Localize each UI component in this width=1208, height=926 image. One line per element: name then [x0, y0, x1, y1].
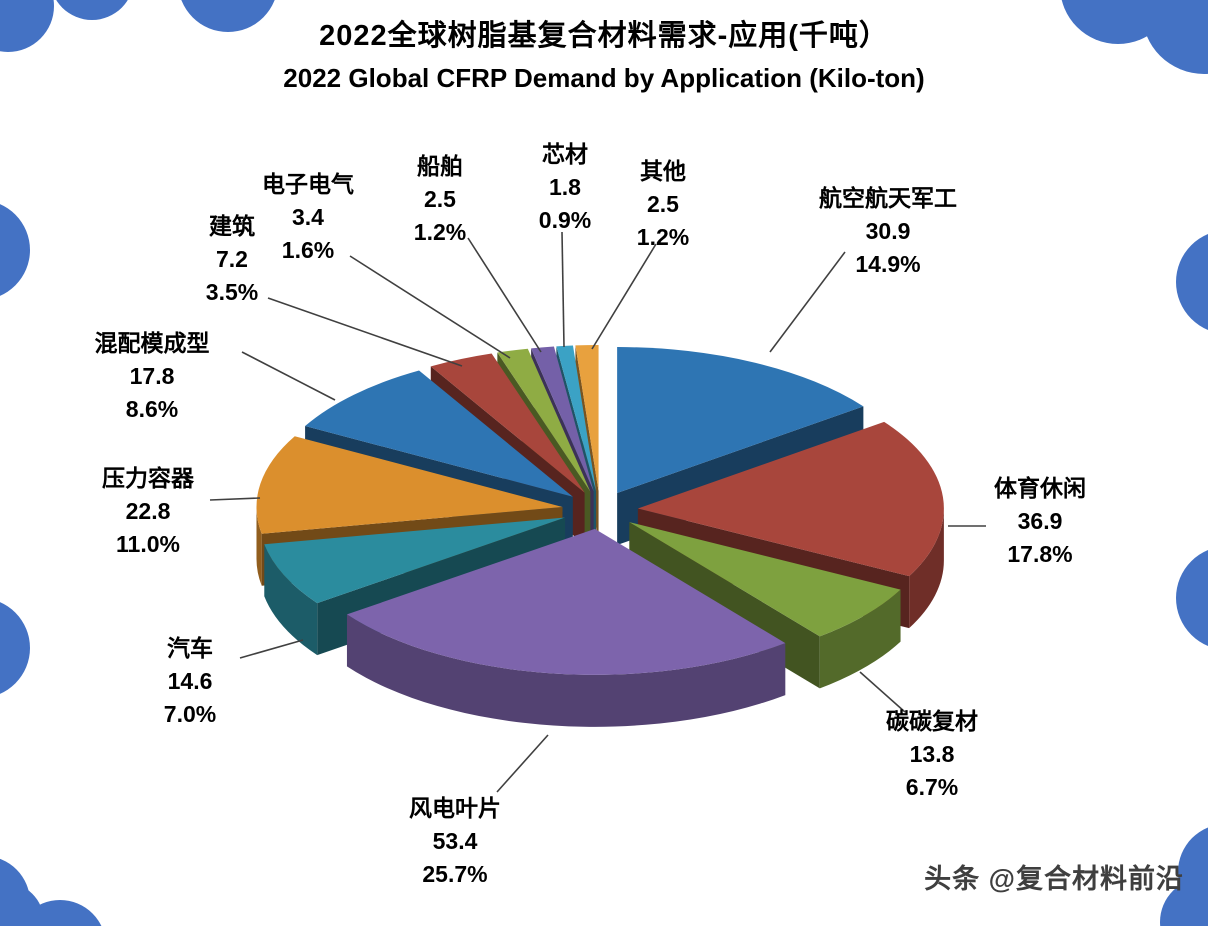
- slice-percent: 17.8%: [1007, 541, 1073, 567]
- slice-value: 36.9: [1017, 508, 1063, 534]
- slice-value: 22.8: [125, 498, 171, 524]
- slice-label-7: 混配模成型 17.8 8.6%: [57, 327, 247, 426]
- slice-percent: 1.2%: [413, 219, 467, 245]
- slice-top: [575, 345, 599, 492]
- slice-label-5: 汽车 14.6 7.0%: [95, 632, 285, 731]
- slice-top: [346, 528, 786, 675]
- slice-name: 风电叶片: [409, 795, 501, 821]
- leader-line: [496, 734, 549, 793]
- slice-name: 混配模成型: [94, 330, 210, 356]
- slice-top: [430, 353, 585, 493]
- slice-percent: 6.7%: [905, 774, 959, 800]
- slice-wall: [819, 589, 901, 689]
- slice-name: 芯材: [542, 141, 588, 167]
- slice-percent: 11.0%: [116, 531, 180, 557]
- slice-top: [256, 436, 563, 534]
- leader-line: [591, 243, 657, 350]
- slice-top: [629, 522, 901, 637]
- slice-label-3: 碳碳复材 13.8 6.7%: [837, 705, 1027, 804]
- slice-percent: 1.6%: [281, 237, 335, 263]
- slice-value: 17.8: [129, 363, 175, 389]
- slice-name: 压力容器: [102, 465, 194, 491]
- slice-top: [531, 346, 594, 492]
- slice-label-2: 体育休闲 36.9 17.8%: [945, 472, 1135, 571]
- slice-name: 汽车: [167, 635, 213, 661]
- slice-top: [617, 347, 864, 494]
- slice-value: 30.9: [865, 218, 911, 244]
- slice-label-8: 建筑 7.2 3.5%: [137, 210, 327, 309]
- slice-name: 其他: [640, 158, 686, 184]
- slice-value: 14.6: [167, 668, 213, 694]
- leader-line: [241, 351, 336, 401]
- slice-name: 建筑: [209, 213, 255, 239]
- leader-line: [467, 237, 542, 353]
- slice-value: 2.5: [647, 191, 679, 217]
- slice-label-1: 航空航天军工 30.9 14.9%: [793, 182, 983, 281]
- slice-wall: [346, 614, 786, 727]
- slice-label-4: 风电叶片 53.4 25.7%: [360, 792, 550, 891]
- slice-name: 电子电气: [262, 171, 354, 197]
- chart-title-en: 2022 Global CFRP Demand by Application (…: [283, 63, 925, 93]
- slice-label-10: 船舶 2.5 1.2%: [345, 150, 535, 249]
- watermark: 头条 @复合材料前沿: [924, 864, 1184, 894]
- slice-label-9: 电子电气 3.4 1.6%: [213, 168, 403, 267]
- slice-percent: 14.9%: [855, 251, 921, 277]
- slice-top: [305, 370, 573, 497]
- leader-line: [769, 251, 846, 353]
- leader-line: [859, 671, 906, 713]
- slice-value: 7.2: [216, 246, 248, 272]
- slice-value: 3.4: [292, 204, 324, 230]
- slice-percent: 1.2%: [636, 224, 690, 250]
- slice-wall: [264, 544, 318, 656]
- slice-label-6: 压力容器 22.8 11.0%: [53, 462, 243, 561]
- slice-value: 53.4: [432, 828, 478, 854]
- slice-percent: 8.6%: [125, 396, 179, 422]
- pie-slice[interactable]: [346, 528, 786, 727]
- chart-title-cn: 2022全球树脂基复合材料需求-应用(千吨）: [319, 20, 889, 52]
- slice-percent: 7.0%: [163, 701, 217, 727]
- slice-top: [264, 517, 566, 604]
- slice-top: [637, 421, 944, 577]
- slice-name: 碳碳复材: [886, 708, 978, 734]
- slice-name: 体育休闲: [994, 475, 1086, 501]
- leader-line: [349, 255, 511, 359]
- slice-value: 13.8: [909, 741, 955, 767]
- slice-label-11: 芯材 1.8 0.9%: [470, 138, 660, 237]
- leader-line: [267, 297, 463, 367]
- slice-percent: 3.5%: [205, 279, 259, 305]
- chart-header: 2022全球树脂基复合材料需求-应用(千吨） 2022 Global CFRP …: [0, 14, 1208, 98]
- slice-value: 1.8: [549, 174, 581, 200]
- slice-name: 航空航天军工: [819, 185, 957, 211]
- slice-percent: 25.7%: [422, 861, 488, 887]
- slice-label-12: 其他 2.5 1.2%: [568, 155, 758, 254]
- slice-top: [556, 345, 597, 492]
- slice-top: [497, 348, 591, 492]
- slice-percent: 0.9%: [538, 207, 592, 233]
- slice-wall: [909, 508, 944, 629]
- slice-name: 船舶: [417, 153, 463, 179]
- slice-wall: [256, 506, 262, 586]
- leader-line: [561, 231, 565, 348]
- leader-line: [239, 639, 304, 659]
- slice-value: 2.5: [424, 186, 456, 212]
- leader-line: [209, 497, 261, 501]
